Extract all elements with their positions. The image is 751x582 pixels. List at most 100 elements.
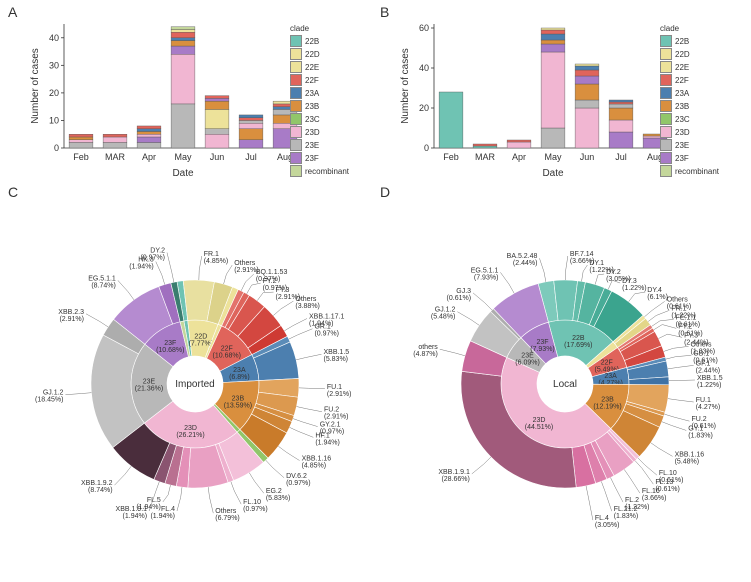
legend-title: clade: [290, 24, 349, 33]
pie-outer-label: EG.2(5.83%): [266, 488, 291, 502]
bar-segment: [473, 146, 497, 148]
legend-swatch: [660, 152, 672, 164]
pie-outer-label: GJ.3(0.61%): [447, 288, 472, 302]
bar-segment: [239, 120, 263, 123]
bar-segment: [137, 131, 161, 134]
bar-segment: [507, 142, 531, 148]
legend-item: recombinant: [290, 165, 349, 177]
pie-outer-label: FU.1(2.91%): [327, 384, 352, 398]
legend-label: 23B: [305, 102, 319, 111]
svg-text:40: 40: [419, 63, 429, 73]
svg-text:Number of cases: Number of cases: [400, 48, 411, 124]
svg-text:20: 20: [419, 103, 429, 113]
legend-label: 22B: [675, 37, 689, 46]
legend-label: 23F: [675, 154, 689, 163]
legend-label: 22F: [305, 76, 319, 85]
legend-item: 23E: [290, 139, 349, 151]
svg-text:Jun: Jun: [580, 152, 595, 162]
bar-segment: [171, 27, 195, 30]
pie-outer-label: FL.21.2(1.83%): [614, 506, 639, 520]
figure: A B C D 010203040Number of casesDateFebM…: [0, 0, 751, 582]
bar-segment: [575, 76, 599, 84]
bar-segment: [171, 38, 195, 41]
bar-segment: [171, 30, 195, 33]
legend-label: 23A: [305, 89, 319, 98]
pie-outer-label: DY.2(0.97%): [140, 248, 165, 262]
legend-item: 23F: [290, 152, 349, 164]
legend-swatch: [290, 126, 302, 138]
bar-segment: [171, 46, 195, 54]
legend-label: 22D: [675, 50, 690, 59]
bar-segment: [69, 134, 93, 137]
legend-item: 23B: [660, 100, 719, 112]
legend-label: 23B: [675, 102, 689, 111]
legend-swatch: [290, 100, 302, 112]
legend-item: 22F: [290, 74, 349, 86]
legend-swatch: [660, 35, 672, 47]
bar-segment: [541, 28, 565, 30]
pie-outer-label: GJ.1.2(18.45%): [35, 390, 64, 404]
bar-segment: [69, 142, 93, 148]
pie-outer-label: XBB.2.3(2.91%): [58, 309, 84, 323]
pie-outer-label: Others(3.88%): [295, 296, 320, 310]
legend-item: 23E: [660, 139, 719, 151]
pie-chart-c: 22D(7.77%)22F(10.68%)23A(6.8%)23B(13.59%…: [10, 200, 380, 580]
legend-swatch: [290, 87, 302, 99]
svg-text:0: 0: [54, 143, 59, 153]
panel-a-label: A: [8, 4, 17, 20]
pie-outer-label: XBB.1.9.1(1.94%): [116, 506, 148, 520]
pie-outer-label: GR.1(0.97%): [314, 324, 339, 338]
legend-item: 22D: [290, 48, 349, 60]
legend-item: 23D: [660, 126, 719, 138]
panel-d-label: D: [380, 184, 390, 200]
bar-segment: [609, 102, 633, 104]
legend-swatch: [290, 152, 302, 164]
pie-center-label: Imported: [175, 379, 214, 390]
pie-outer-label: FR.1(4.85%): [204, 251, 229, 265]
bar-segment: [137, 142, 161, 148]
svg-text:0: 0: [424, 143, 429, 153]
bar-segment: [439, 92, 463, 148]
bar-segment: [103, 142, 127, 148]
bar-segment: [137, 137, 161, 143]
legend-swatch: [290, 165, 302, 177]
legend-label: 23E: [675, 141, 689, 150]
legend-label: 22B: [305, 37, 319, 46]
bar-segment: [575, 100, 599, 108]
pie-outer-label: DV.6.2(0.97%): [286, 473, 311, 487]
pie-outer-label: XBB.1.16(4.85%): [302, 456, 332, 470]
svg-text:10: 10: [49, 115, 59, 125]
legend-swatch: [660, 126, 672, 138]
bar-segment: [575, 70, 599, 76]
pie-outer-label: DY.4(6.1%): [647, 287, 668, 301]
bar-segment: [103, 134, 127, 137]
bar-segment: [541, 40, 565, 44]
legend-label: 23C: [305, 115, 320, 124]
bar-segment: [171, 41, 195, 47]
svg-text:40: 40: [49, 33, 59, 43]
legend-label: recombinant: [675, 167, 719, 176]
pie-outer-label: XBB.1.5(5.83%): [323, 349, 349, 363]
legend-swatch: [290, 35, 302, 47]
svg-text:MAR: MAR: [105, 152, 126, 162]
legend-swatch: [290, 139, 302, 151]
legend-item: 23A: [660, 87, 719, 99]
pie-outer-label: FL.10(0.97%): [243, 499, 268, 513]
legend-title: clade: [660, 24, 719, 33]
bar-segment: [541, 44, 565, 52]
svg-text:Number of cases: Number of cases: [30, 48, 41, 124]
svg-text:60: 60: [419, 23, 429, 33]
pie-outer-label: DY.3(1.22%): [622, 278, 647, 292]
bar-segment: [541, 52, 565, 128]
panel-b-label: B: [380, 4, 389, 20]
pie-outer-label: Others(6.79%): [215, 508, 240, 522]
svg-text:Apr: Apr: [142, 152, 156, 162]
svg-text:May: May: [544, 152, 562, 162]
legend-label: 22F: [675, 76, 689, 85]
panel-c-label: C: [8, 184, 18, 200]
legend-item: 23F: [660, 152, 719, 164]
pie-outer-label: XBB.1.9.1(28.66%): [438, 469, 470, 483]
bar-segment: [239, 115, 263, 118]
legend-item: 22E: [290, 61, 349, 73]
bar-segment: [69, 137, 93, 140]
